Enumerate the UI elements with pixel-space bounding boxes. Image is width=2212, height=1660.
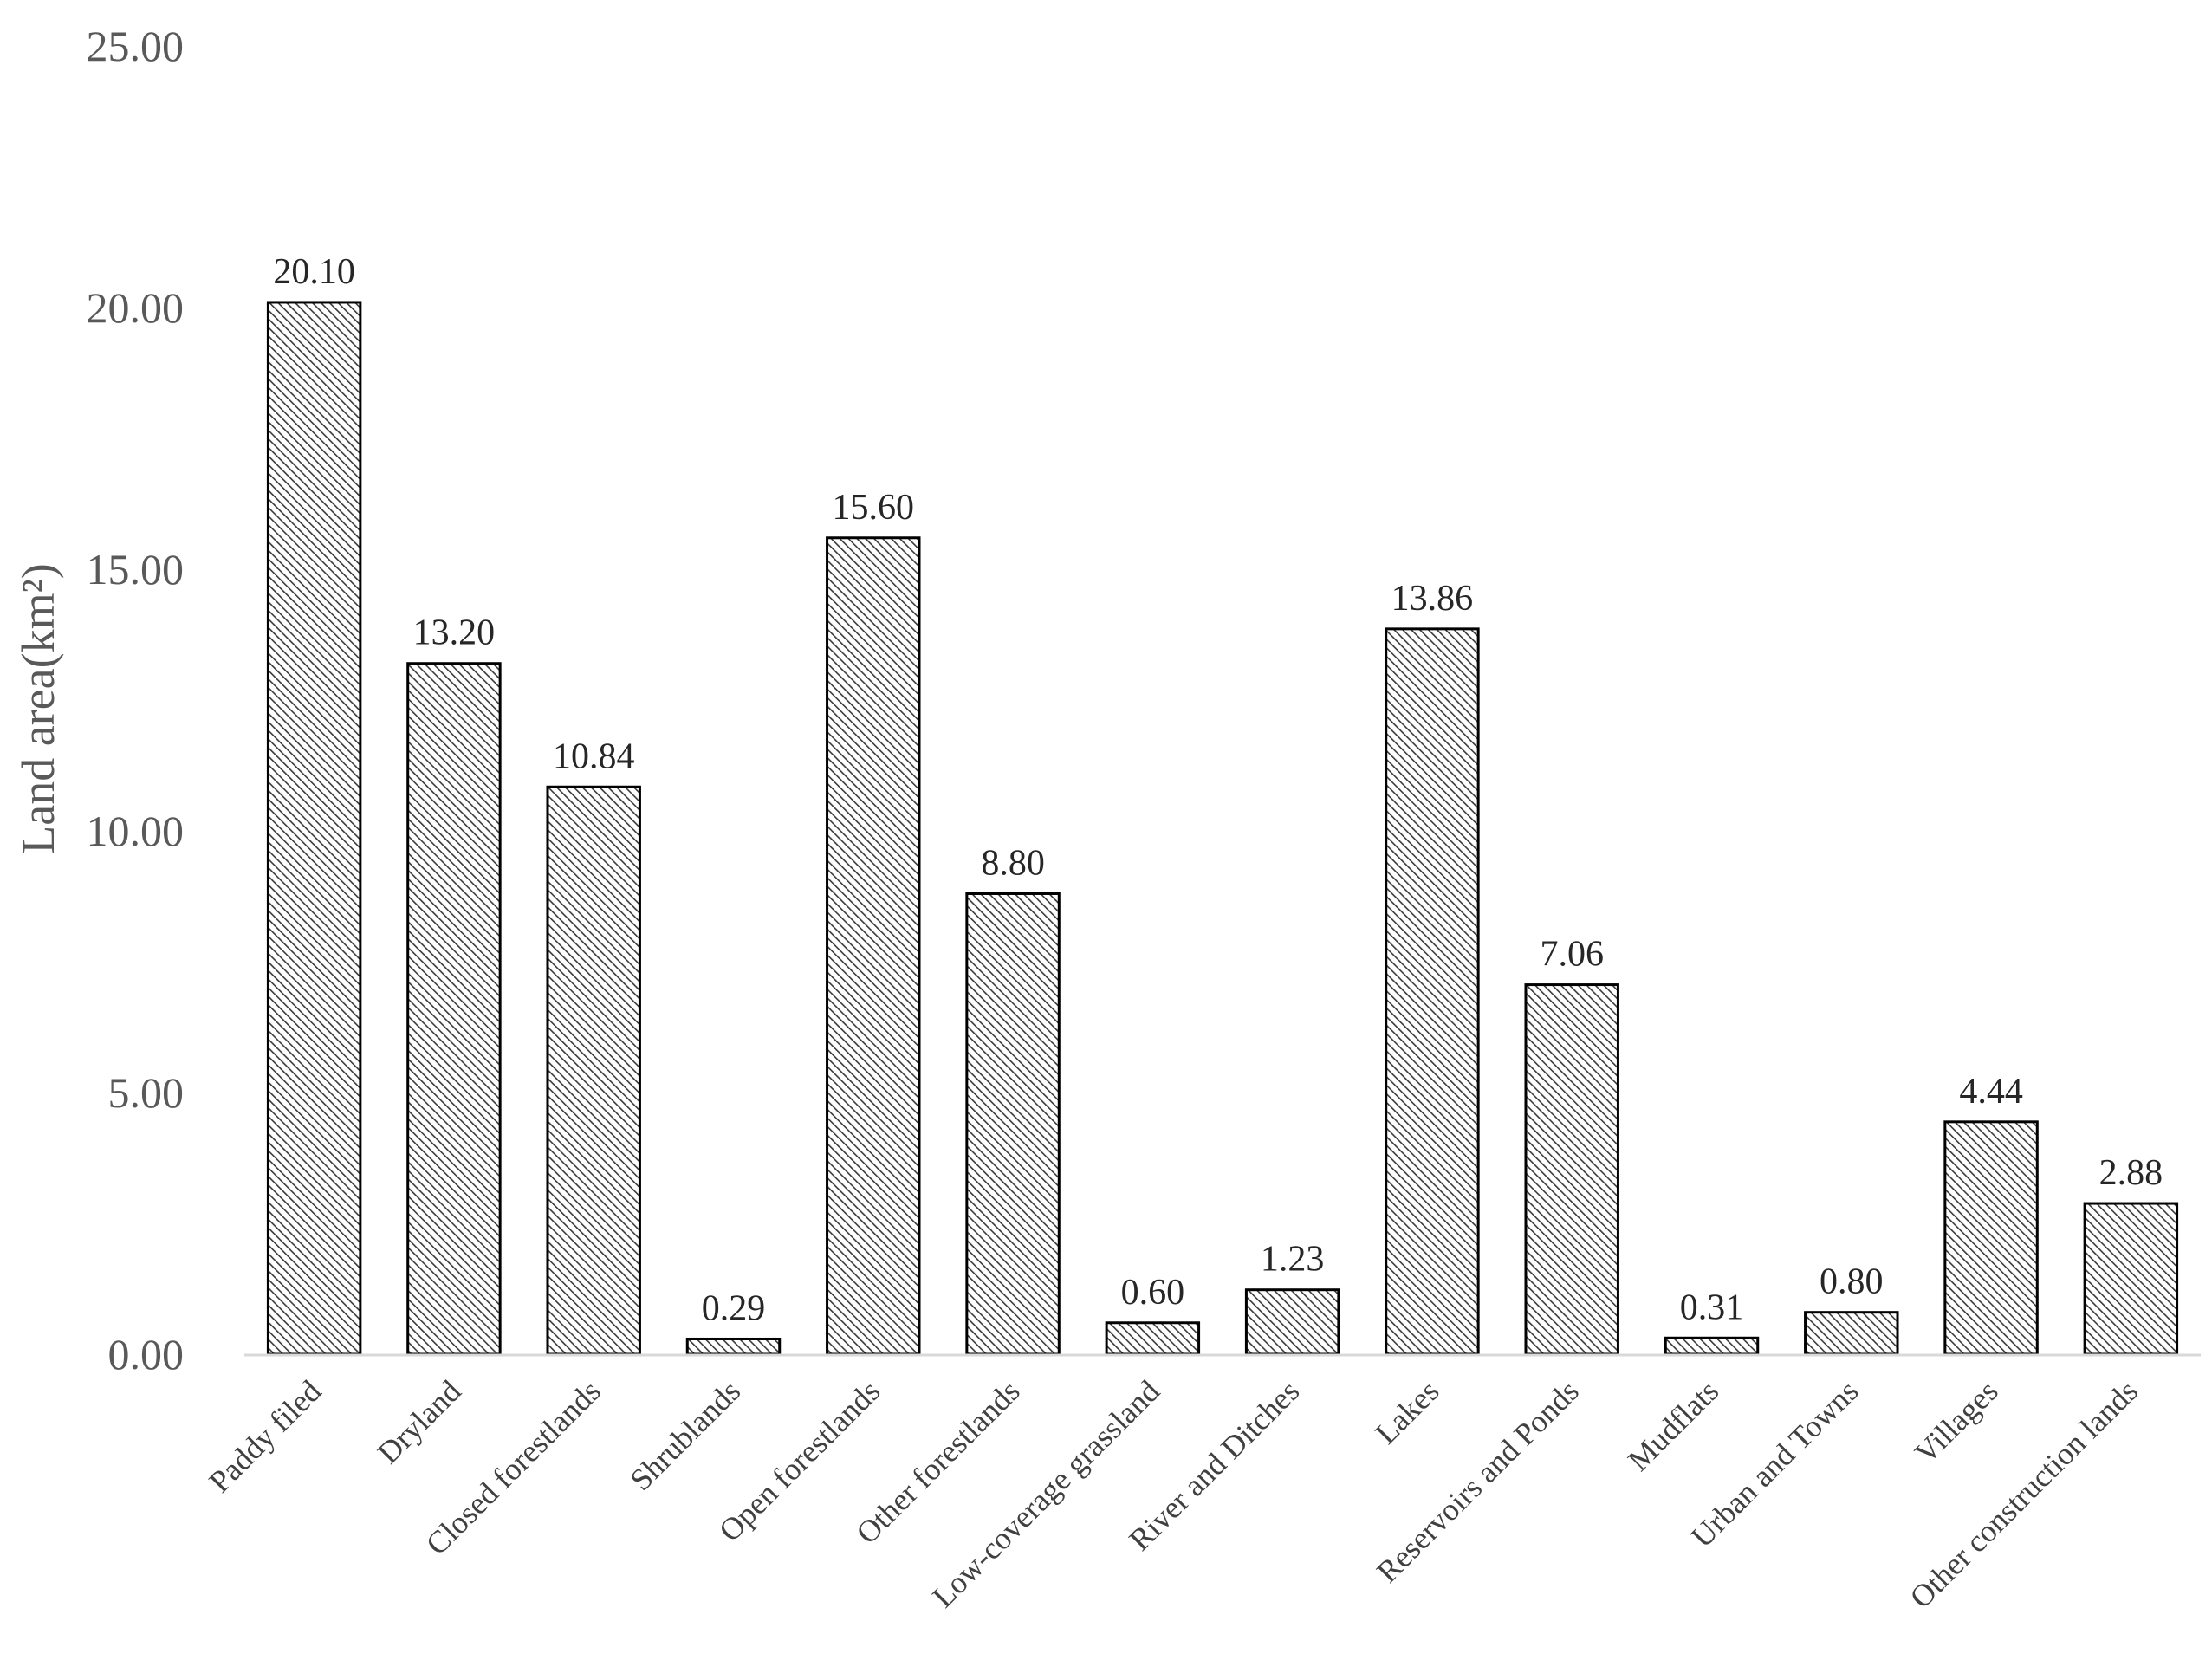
y-axis-ticks: 0.00 5.00 10.00 15.00 20.00 25.00 <box>87 22 185 1378</box>
data-label: 7.06 <box>1540 935 1604 975</box>
y-tick-label: 5.00 <box>108 1068 185 1117</box>
data-label: 0.29 <box>702 1288 766 1328</box>
y-tick-label: 20.00 <box>87 283 185 332</box>
data-label: 13.86 <box>1391 579 1474 619</box>
bar <box>2083 1202 2179 1356</box>
category-label: Lakes <box>1369 1373 1446 1450</box>
data-label: 0.80 <box>1820 1262 1884 1302</box>
bar <box>1105 1321 1201 1356</box>
bar <box>1244 1288 1340 1356</box>
y-tick-label: 0.00 <box>108 1330 185 1378</box>
bar <box>1385 627 1480 1356</box>
bar <box>546 785 641 1356</box>
category-label: Paddy filed <box>202 1373 328 1499</box>
data-label: 0.60 <box>1121 1273 1185 1313</box>
y-tick-label: 15.00 <box>87 545 185 593</box>
data-labels: 20.10 13.20 10.84 0.29 15.60 8.80 0.60 1.23 13.8… <box>273 252 2163 1329</box>
category-label: Dryland <box>371 1373 468 1470</box>
data-label: 10.84 <box>553 736 635 776</box>
category-label: Low-coverage grassland <box>925 1373 1166 1614</box>
data-label: 4.44 <box>1959 1072 2023 1112</box>
y-tick-label: 25.00 <box>87 22 185 70</box>
bar <box>1524 983 1619 1356</box>
bar <box>685 1337 782 1356</box>
bar <box>826 536 921 1356</box>
bar <box>406 662 502 1356</box>
y-axis-label: Land area(km²) <box>12 563 64 854</box>
data-label: 0.31 <box>1680 1287 1744 1327</box>
data-label: 20.10 <box>273 252 355 292</box>
bar <box>965 892 1061 1356</box>
data-label: 15.60 <box>833 488 915 528</box>
data-label: 8.80 <box>981 843 1045 883</box>
data-label: 1.23 <box>1261 1240 1325 1280</box>
bar <box>1943 1120 2039 1356</box>
bar <box>1804 1311 1899 1356</box>
bar <box>1664 1336 1760 1356</box>
category-label: Shrublands <box>623 1373 747 1497</box>
y-tick-label: 10.00 <box>87 807 185 855</box>
category-label: Other construction lands <box>1903 1373 2144 1615</box>
bars <box>266 301 2179 1356</box>
category-label: Mudflats <box>1621 1373 1725 1477</box>
data-label: 13.20 <box>413 613 496 653</box>
category-label: Villages <box>1908 1373 2005 1470</box>
data-label: 2.88 <box>2099 1153 2163 1193</box>
bar <box>266 301 362 1356</box>
